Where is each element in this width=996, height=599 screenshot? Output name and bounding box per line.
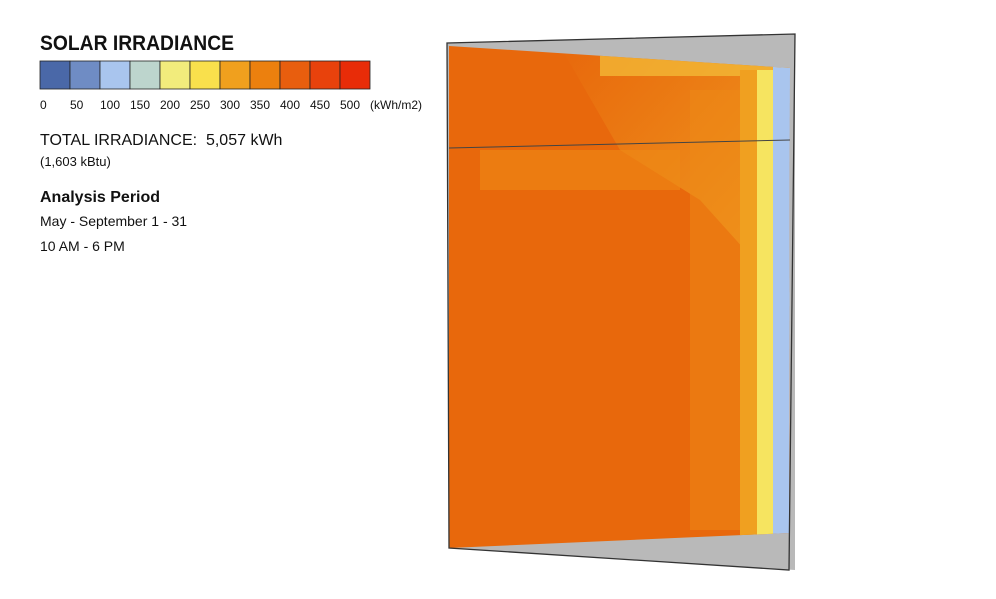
legend-tick-label: 200 — [160, 98, 180, 112]
panel-model — [446, 33, 796, 571]
legend-swatch — [129, 60, 161, 90]
legend-swatch — [309, 60, 341, 90]
legend-swatch — [189, 60, 221, 90]
legend-swatch — [69, 60, 101, 90]
legend-unit: (kWh/m2) — [370, 98, 422, 112]
legend-title: SOLAR IRRADIANCE — [40, 32, 234, 55]
irradiance-surface — [449, 46, 790, 548]
legend-tick-label: 0 — [40, 98, 47, 112]
legend-tick-label: 250 — [190, 98, 210, 112]
total-kbtu: (1,603 kBtu) — [40, 154, 111, 169]
legend-swatch — [339, 60, 371, 90]
legend-tick-label: 500 — [340, 98, 360, 112]
period-hours: 10 AM - 6 PM — [40, 238, 125, 254]
legend-swatch — [159, 60, 191, 90]
period-title: Analysis Period — [40, 189, 160, 206]
legend-swatch — [249, 60, 281, 90]
legend-tick-label: 150 — [130, 98, 150, 112]
legend-tick-label: 100 — [100, 98, 120, 112]
legend-tick-label: 50 — [70, 98, 84, 112]
legend-tick-label: 400 — [280, 98, 300, 112]
panel-outline — [446, 33, 796, 571]
period-dates: May - September 1 - 31 — [40, 213, 187, 229]
legend-swatch — [219, 60, 251, 90]
legend-swatch — [279, 60, 311, 90]
legend-swatch — [99, 60, 131, 90]
legend-swatch — [39, 60, 71, 90]
legend-tick-label: 300 — [220, 98, 240, 112]
legend: 0 50 100 150 200 250 300 350 400 450 500 (kWh/m2) — [39, 60, 422, 112]
legend-tick-label: 350 — [250, 98, 270, 112]
panel-divider — [448, 139, 791, 149]
total-irradiance: TOTAL IRRADIANCE: 5,057 kWh — [40, 132, 282, 149]
legend-tick-label: 450 — [310, 98, 330, 112]
